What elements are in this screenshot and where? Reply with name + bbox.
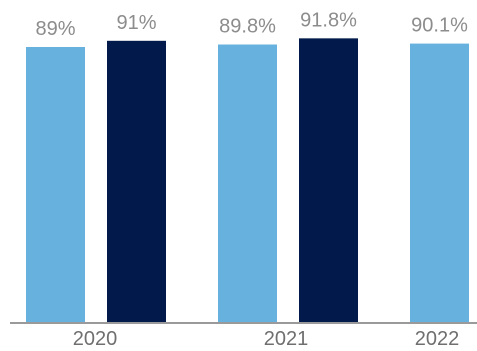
value-label-4: 90.1%: [411, 15, 468, 37]
bar-2021-3: [299, 38, 358, 322]
value-label-0: 89%: [35, 18, 75, 40]
bars-layer: [26, 38, 469, 323]
value-label-2: 89.8%: [219, 16, 276, 38]
bar-2020-1: [107, 40, 166, 323]
value-labels-layer: 89% 91% 89.8% 91.8% 90.1%: [35, 9, 468, 40]
x-tick-label-2021: 2021: [264, 328, 309, 350]
x-tick-label-2022: 2022: [415, 328, 460, 350]
bar-2022-4: [410, 43, 469, 322]
bar-2020-0: [26, 46, 85, 323]
value-label-1: 91%: [116, 12, 156, 34]
bar-2021-2: [218, 44, 277, 322]
tick-labels-layer: 2020 2021 2022: [73, 328, 460, 350]
value-label-3: 91.8%: [300, 9, 357, 31]
x-tick-label-2020: 2020: [73, 328, 118, 350]
